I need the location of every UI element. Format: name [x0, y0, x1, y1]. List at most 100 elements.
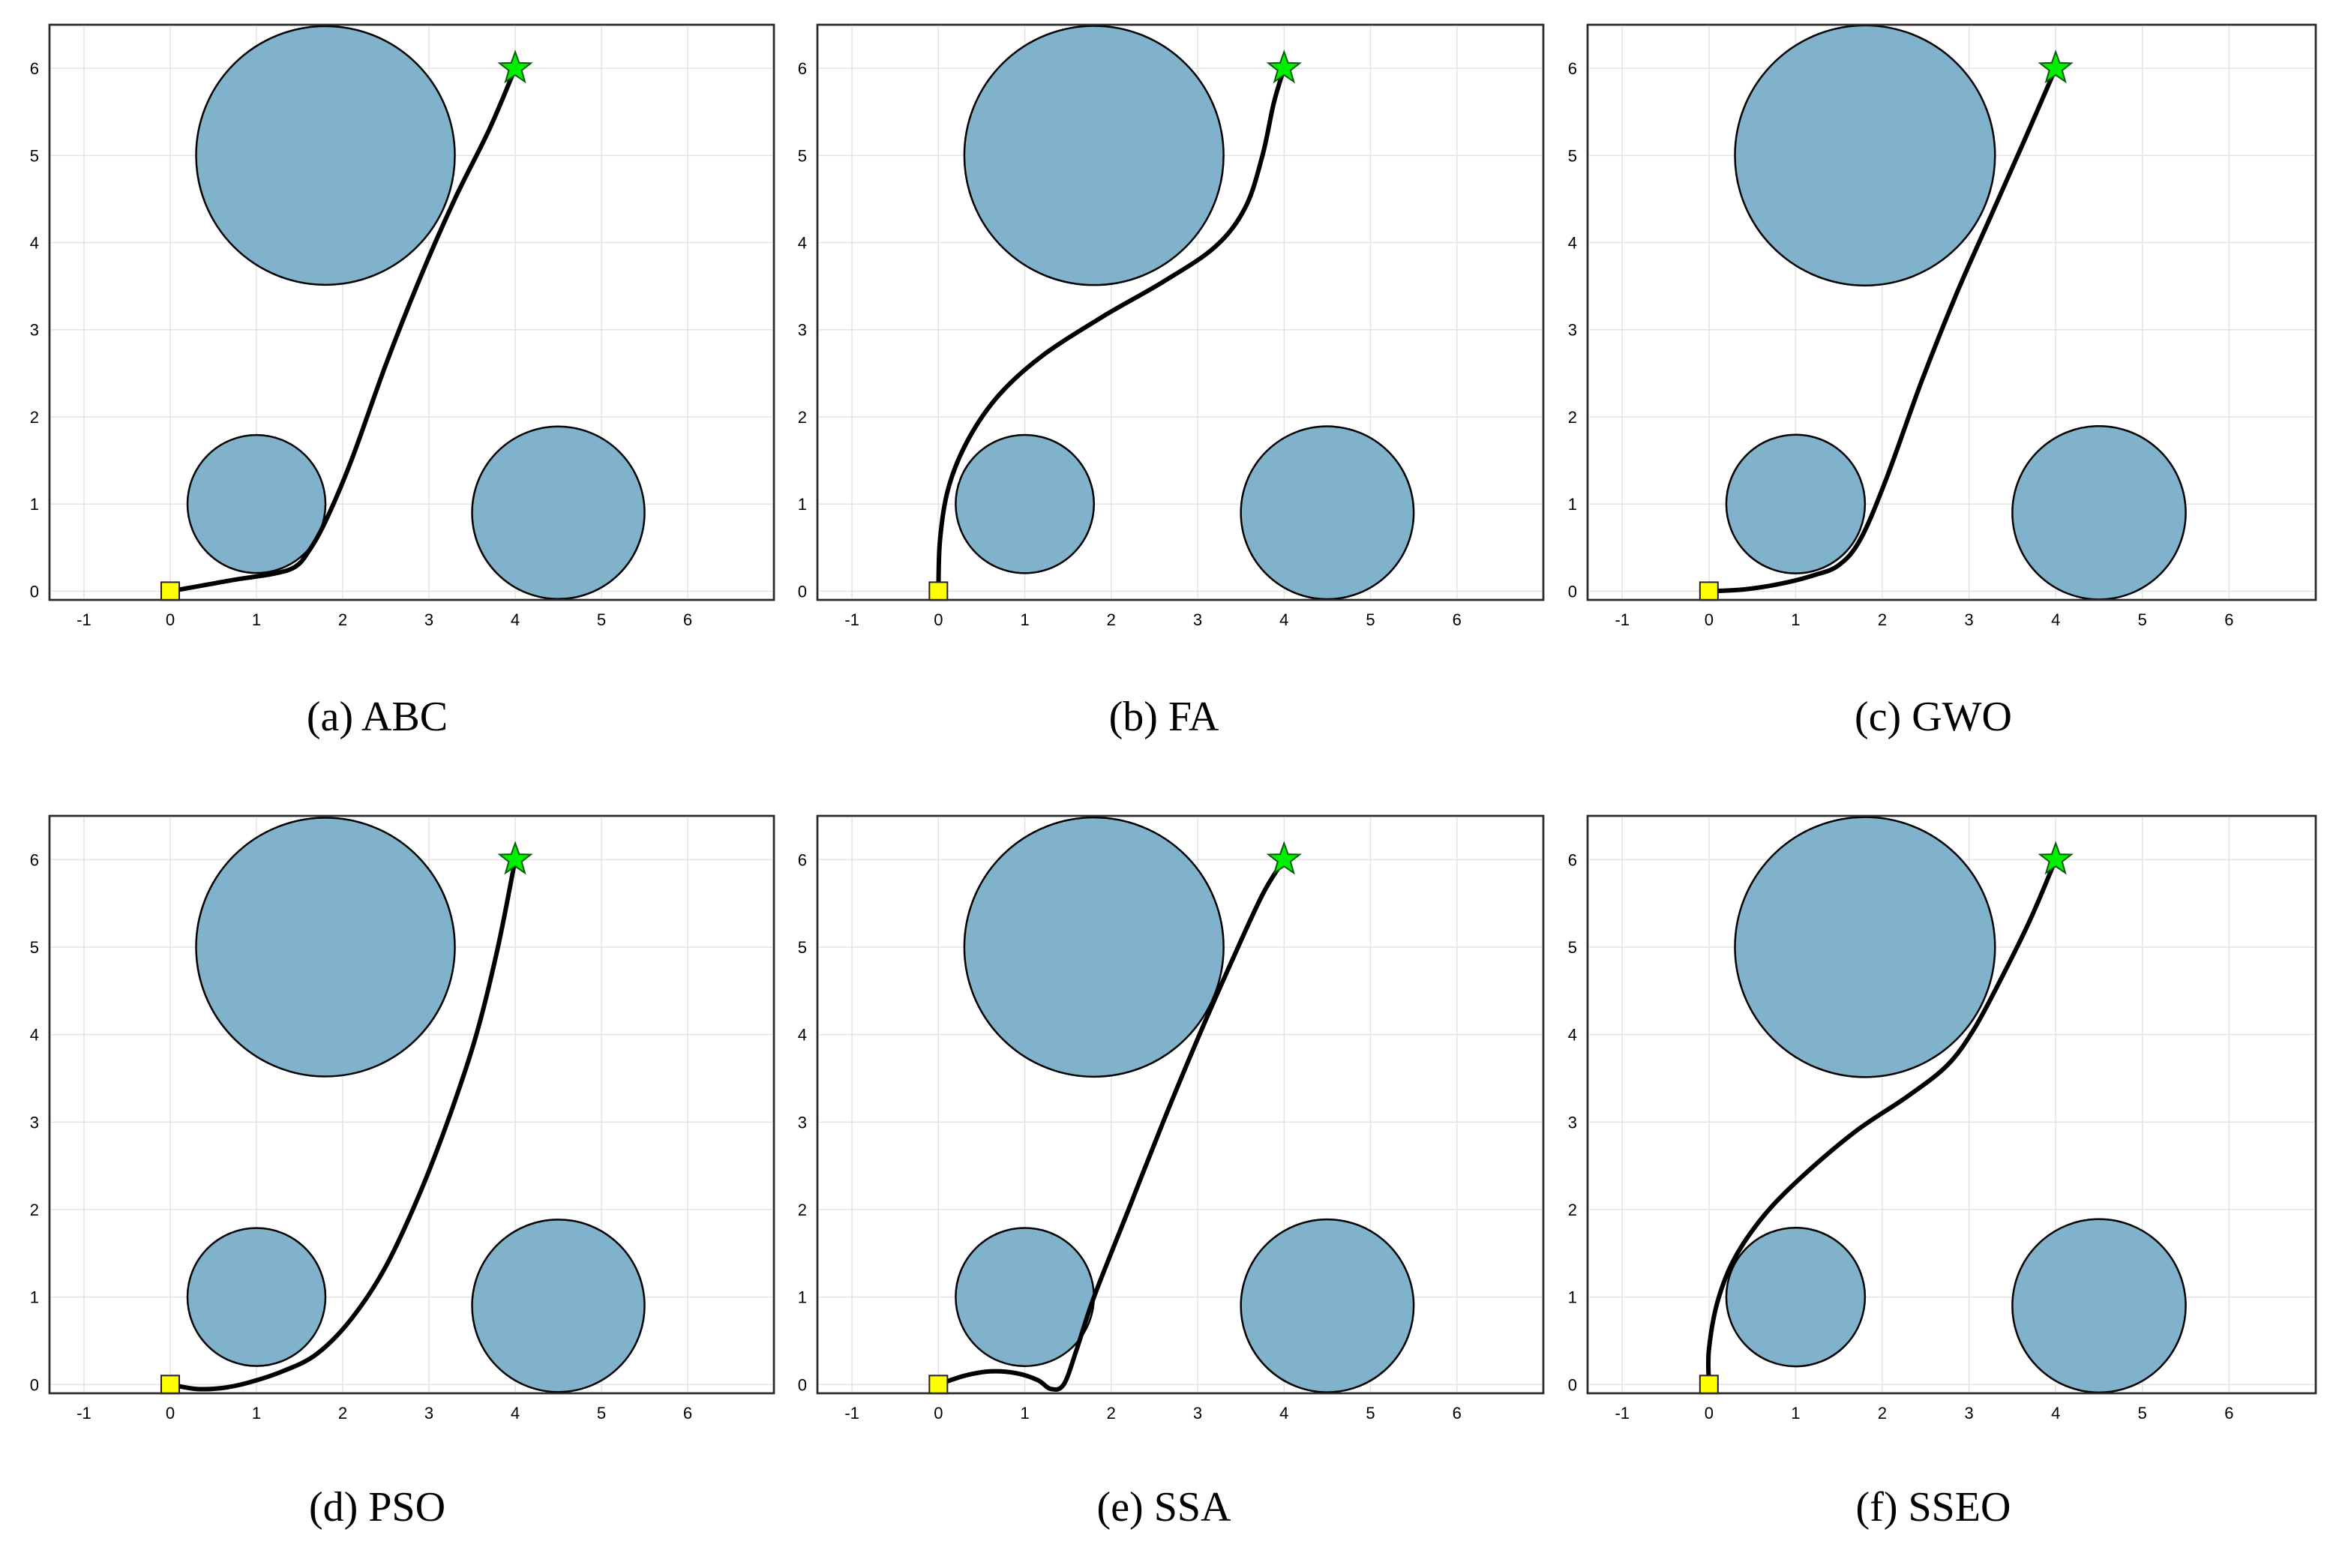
obstacle-circle — [1726, 1228, 1865, 1366]
y-tick-label: 1 — [798, 495, 807, 514]
x-tick-label: 5 — [2138, 1404, 2147, 1423]
y-tick-label: 1 — [1568, 495, 1577, 514]
y-tick-label: 5 — [798, 938, 807, 957]
x-tick-label: 2 — [338, 610, 347, 629]
panel-caption: (d) PSO — [309, 1484, 445, 1531]
y-tick-label: 3 — [30, 1113, 39, 1132]
x-tick-label: 5 — [597, 610, 606, 629]
y-tick-label: 4 — [798, 234, 807, 253]
x-tick-label: 4 — [1279, 610, 1288, 629]
x-tick-label: -1 — [844, 1404, 859, 1423]
start-marker — [161, 1375, 179, 1393]
obstacle-circle — [1735, 25, 1996, 286]
y-tick-label: 3 — [30, 321, 39, 340]
x-tick-label: 0 — [934, 1404, 943, 1423]
x-tick-label: 6 — [1453, 1404, 1462, 1423]
y-tick-label: 0 — [798, 582, 807, 601]
x-tick-label: -1 — [844, 610, 859, 629]
y-tick-label: 5 — [30, 938, 39, 957]
x-tick-label: 4 — [511, 1404, 520, 1423]
x-tick-label: -1 — [76, 610, 91, 629]
x-tick-label: 1 — [1020, 610, 1029, 629]
figure-grid: -1 0 1 2 3 4 5 6 0 1 2 3 4 5 6 (a) ABC -1 0 1 2 3 4 5 6 0 1 2 3 4 5 6 (… — [0, 0, 2348, 1568]
x-tick-label: 5 — [1366, 1404, 1375, 1423]
panel-caption: (a) ABC — [307, 694, 448, 740]
panel-4: -1 0 1 2 3 4 5 6 0 1 2 3 4 5 6 (d) PSO — [30, 816, 774, 1531]
panel-1: -1 0 1 2 3 4 5 6 0 1 2 3 4 5 6 (a) ABC — [30, 25, 774, 740]
y-tick-label: 2 — [798, 408, 807, 427]
x-tick-label: 2 — [1107, 1404, 1116, 1423]
x-tick-label: 1 — [1020, 1404, 1029, 1423]
panel-6: -1 0 1 2 3 4 5 6 0 1 2 3 4 5 6 (f) SSEO — [1568, 816, 2316, 1531]
x-tick-label: 2 — [338, 1404, 347, 1423]
x-tick-label: 5 — [2138, 610, 2147, 629]
x-tick-label: 3 — [1193, 610, 1202, 629]
obstacle-circle — [196, 818, 455, 1077]
y-tick-label: 2 — [30, 408, 39, 427]
y-tick-label: 1 — [30, 1288, 39, 1307]
y-tick-label: 6 — [30, 850, 39, 869]
y-tick-label: 5 — [1568, 938, 1577, 957]
x-tick-label: 6 — [683, 610, 692, 629]
x-tick-label: 4 — [511, 610, 520, 629]
x-tick-label: 0 — [934, 610, 943, 629]
obstacle-circle — [187, 1228, 325, 1366]
y-tick-label: 2 — [1568, 1201, 1577, 1219]
y-tick-label: 3 — [798, 1113, 807, 1132]
y-tick-label: 2 — [30, 1201, 39, 1219]
y-tick-label: 5 — [1568, 146, 1577, 165]
x-tick-label: 1 — [252, 1404, 261, 1423]
start-marker — [161, 582, 179, 600]
x-tick-label: 4 — [2051, 610, 2060, 629]
y-tick-label: 0 — [798, 1375, 807, 1394]
y-tick-label: 4 — [1568, 1026, 1577, 1045]
y-tick-label: 1 — [1568, 1288, 1577, 1307]
panel-caption: (e) SSA — [1097, 1484, 1231, 1531]
y-tick-label: 0 — [30, 1375, 39, 1394]
y-tick-label: 1 — [798, 1288, 807, 1307]
y-tick-label: 4 — [30, 234, 39, 253]
start-marker — [929, 582, 947, 600]
obstacle-circle — [964, 817, 1224, 1077]
obstacle-circle — [1241, 1219, 1414, 1392]
y-tick-label: 0 — [1568, 582, 1577, 601]
x-tick-label: -1 — [1615, 610, 1630, 629]
y-tick-label: 0 — [30, 582, 39, 601]
panel-caption: (c) GWO — [1855, 694, 2012, 740]
x-tick-label: 1 — [1791, 1404, 1800, 1423]
obstacle-circle — [2012, 1219, 2185, 1393]
y-tick-label: 6 — [798, 850, 807, 869]
x-tick-label: 5 — [597, 1404, 606, 1423]
y-tick-label: 2 — [798, 1201, 807, 1219]
x-tick-label: 2 — [1878, 610, 1887, 629]
obstacle-circle — [2012, 426, 2185, 599]
x-tick-label: 4 — [1279, 1404, 1288, 1423]
obstacle-circle — [187, 435, 325, 573]
obstacle-circle — [964, 25, 1224, 285]
start-marker — [929, 1375, 947, 1393]
start-marker — [1700, 1375, 1718, 1393]
obstacle-circle — [196, 26, 455, 285]
y-tick-label: 6 — [1568, 850, 1577, 869]
x-tick-label: -1 — [76, 1404, 91, 1423]
x-tick-label: 1 — [1791, 610, 1800, 629]
obstacle-circle — [472, 1219, 645, 1392]
panel-3: -1 0 1 2 3 4 5 60123456(c) GWO — [1568, 25, 2316, 740]
x-tick-label: 6 — [1453, 610, 1462, 629]
x-tick-label: 3 — [424, 1404, 433, 1423]
panel-caption: (f) SSEO — [1856, 1484, 2011, 1531]
x-tick-label: 0 — [166, 1404, 175, 1423]
x-tick-label: 0 — [1705, 1404, 1714, 1423]
x-tick-label: 0 — [1705, 610, 1714, 629]
y-tick-label: 0 — [1568, 1375, 1577, 1394]
x-tick-label: 6 — [683, 1404, 692, 1423]
y-tick-label: 3 — [1568, 1113, 1577, 1132]
x-tick-label: 3 — [1193, 1404, 1202, 1423]
x-tick-label: 6 — [2224, 610, 2233, 629]
x-tick-label: 1 — [252, 610, 261, 629]
obstacle-circle — [1726, 435, 1865, 574]
panel-caption: (b) FA — [1109, 694, 1219, 740]
y-tick-label: 3 — [798, 321, 807, 340]
x-tick-label: -1 — [1615, 1404, 1630, 1423]
x-tick-label: 6 — [2224, 1404, 2233, 1423]
